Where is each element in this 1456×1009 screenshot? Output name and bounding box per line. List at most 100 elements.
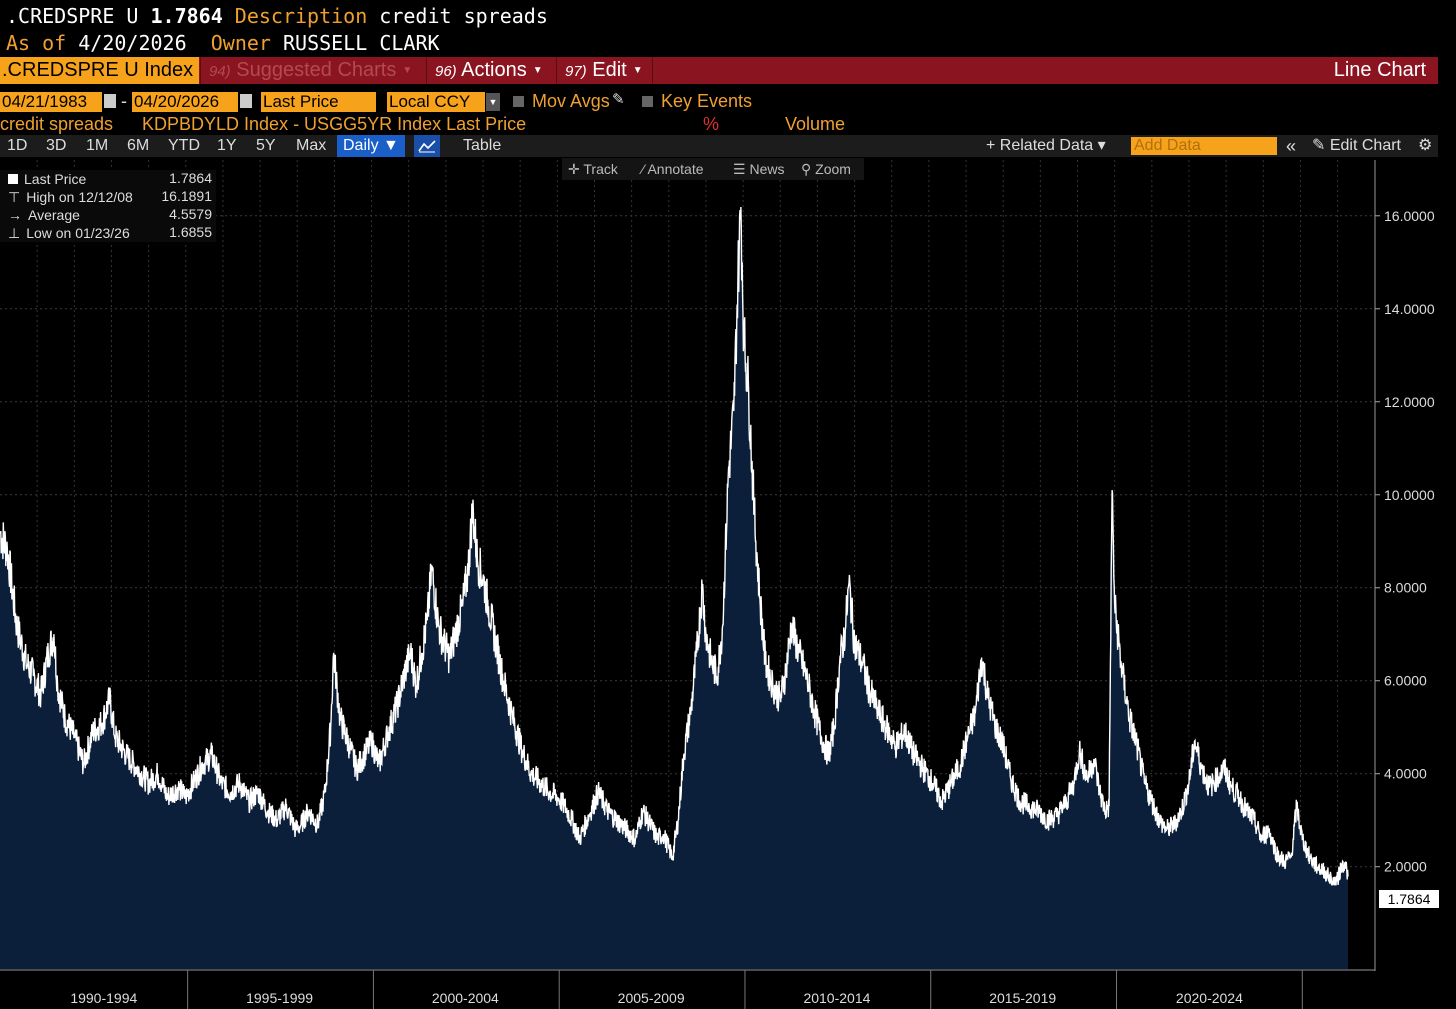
period-5y[interactable]: 5Y <box>256 137 276 154</box>
mov-avgs-label[interactable]: Mov Avgs <box>532 91 610 111</box>
actions-label: Actions <box>461 59 527 81</box>
period-6m[interactable]: 6M <box>127 137 150 154</box>
collapse-icon[interactable]: « <box>1286 136 1297 156</box>
legend-high-value: 16.1891 <box>161 188 212 204</box>
description-label: Description <box>234 4 368 28</box>
mov-avgs-checkbox[interactable] <box>513 96 524 107</box>
chevron-down-icon: ▼ <box>532 65 543 77</box>
legend-low-label: Low on 01/23/26 <box>26 225 130 241</box>
legend-avg-label: Average <box>28 207 80 223</box>
x-axis: 1990-1994 1995-1999 2000-2004 2005-2009 2010… <box>0 969 1375 1009</box>
asof-date: 4/20/2026 <box>78 31 187 55</box>
chevron-down-icon: ▼ <box>402 65 413 77</box>
y-tick-label: 12.0000 <box>1384 394 1435 410</box>
asof-label: As of <box>6 31 67 55</box>
end-date-field[interactable]: 04/20/2026 <box>132 92 238 112</box>
actions-menu[interactable]: 96) Actions ▼ <box>426 57 551 84</box>
chart-legend: Last Price 1.7864 ⊤ High on 12/12/08 16.1… <box>0 170 216 242</box>
frequency-select[interactable]: Daily ▼ <box>337 135 405 157</box>
y-tick-label: 16.0000 <box>1384 208 1435 224</box>
edit-menu[interactable]: 97) Edit ▼ <box>556 57 651 84</box>
x-tick-label: 2020-2024 <box>1176 990 1243 1006</box>
price-field-select[interactable]: Last Price <box>261 92 376 112</box>
pencil-icon[interactable]: ✎ <box>612 91 625 108</box>
command-bar: .CREDSPRE U Index 94) Suggested Charts ▼ … <box>0 57 1438 84</box>
legend-high-label: High on 12/12/08 <box>26 189 133 205</box>
series-area <box>0 207 1348 969</box>
start-date-field[interactable]: 04/21/1983 <box>0 92 102 112</box>
period-1d[interactable]: 1D <box>7 137 28 154</box>
menu-divider <box>652 57 653 84</box>
y-tick-label: 10.0000 <box>1384 487 1435 503</box>
y-tick-label: 4.0000 <box>1384 766 1427 782</box>
y-tick-label: 14.0000 <box>1384 301 1435 317</box>
period-3d[interactable]: 3D <box>46 137 67 154</box>
chart-toolbar: 1D 3D 1M 6M YTD 1Y 5Y Max Daily ▼ Table … <box>0 135 1438 157</box>
y-tick-label: 8.0000 <box>1384 580 1427 596</box>
actions-num: 96) <box>435 63 457 80</box>
zoom-button[interactable]: ⚲ Zoom <box>801 161 851 177</box>
period-1y[interactable]: 1Y <box>217 137 237 154</box>
annotation-bar <box>562 158 864 180</box>
related-data-button[interactable]: + Related Data ▾ <box>986 137 1106 154</box>
owner: RUSSELL CLARK <box>283 31 440 55</box>
legend-low-value: 1.6855 <box>169 224 212 240</box>
chevron-down-icon: ▼ <box>632 65 643 77</box>
x-tick-label: 1995-1999 <box>246 990 313 1006</box>
y-axis: 2.0000 4.0000 6.0000 8.0000 10.0000 12.0000 14… <box>1374 160 1435 971</box>
line-chart-icon[interactable] <box>414 135 440 157</box>
legend-high: ⊤ High on 12/12/08 <box>8 188 133 206</box>
chevron-down-icon[interactable]: ▼ <box>486 93 500 111</box>
news-label: News <box>749 161 785 177</box>
annotate-button[interactable]: ⁄ Annotate <box>642 161 704 177</box>
gear-icon[interactable]: ⚙ <box>1418 137 1433 154</box>
pencil-icon: ✎ <box>1312 137 1326 154</box>
track-label: Track <box>583 161 618 177</box>
key-events-checkbox[interactable] <box>642 96 653 107</box>
low-marker-icon: ⊥ <box>8 225 21 241</box>
x-tick-label: 1990-1994 <box>70 990 137 1006</box>
add-data-input[interactable]: Add Data <box>1131 137 1277 155</box>
legend-avg: → Average <box>8 206 80 224</box>
edit-chart-button[interactable]: ✎ Edit Chart <box>1312 135 1401 157</box>
series-formula: KDPBDYLD Index - USGG5YR Index Last Pric… <box>142 114 527 134</box>
header-line-1: .CREDSPRE U 1.7864 Description credit sp… <box>6 4 548 28</box>
news-button[interactable]: ☰ News <box>733 161 785 177</box>
legend-swatch <box>8 174 18 184</box>
line-chart-icon-svg <box>418 140 436 153</box>
calendar-icon[interactable] <box>240 94 252 108</box>
last-value-tag: 1.7864 <box>1379 890 1439 908</box>
x-tick-label: 2010-2014 <box>803 990 870 1006</box>
period-1m[interactable]: 1M <box>86 137 109 154</box>
calendar-icon[interactable] <box>104 94 116 108</box>
suggested-num: 94) <box>209 63 231 80</box>
series-unit: % <box>703 114 720 134</box>
period-max[interactable]: Max <box>296 137 327 154</box>
legend-low: ⊥ Low on 01/23/26 <box>8 224 130 242</box>
period-ytd[interactable]: YTD <box>168 137 200 154</box>
security-tab[interactable]: .CREDSPRE U Index <box>0 57 200 84</box>
track-button[interactable]: ✛ Track <box>568 161 618 177</box>
table-button[interactable]: Table <box>463 137 502 154</box>
series-line <box>0 206 1349 886</box>
legend-last-value: 1.7864 <box>169 170 212 186</box>
x-tick-label: 2005-2009 <box>618 990 685 1006</box>
edit-chart-label: Edit Chart <box>1329 137 1401 154</box>
x-tick-label: 2000-2004 <box>432 990 499 1006</box>
legend-last: Last Price <box>8 170 86 188</box>
suggested-label: Suggested Charts <box>236 59 397 81</box>
series-name: credit spreads <box>0 114 114 134</box>
chart-type-label[interactable]: Line Chart <box>1333 59 1426 81</box>
zoom-label: Zoom <box>815 161 851 177</box>
header-line-2: As of 4/20/2026 Owner RUSSELL CLARK <box>6 31 440 55</box>
suggested-charts-menu[interactable]: 94) Suggested Charts ▼ <box>200 57 420 84</box>
y-tick-label: 6.0000 <box>1384 673 1427 689</box>
date-separator: - <box>121 91 127 111</box>
edit-num: 97) <box>565 63 587 80</box>
currency-select[interactable]: Local CCY <box>387 92 485 112</box>
average-marker-icon: → <box>8 207 22 223</box>
key-events-label[interactable]: Key Events <box>661 91 753 111</box>
volume-label: Volume <box>785 114 846 134</box>
x-tick-label: 2015-2019 <box>989 990 1056 1006</box>
legend-avg-value: 4.5579 <box>169 206 212 222</box>
